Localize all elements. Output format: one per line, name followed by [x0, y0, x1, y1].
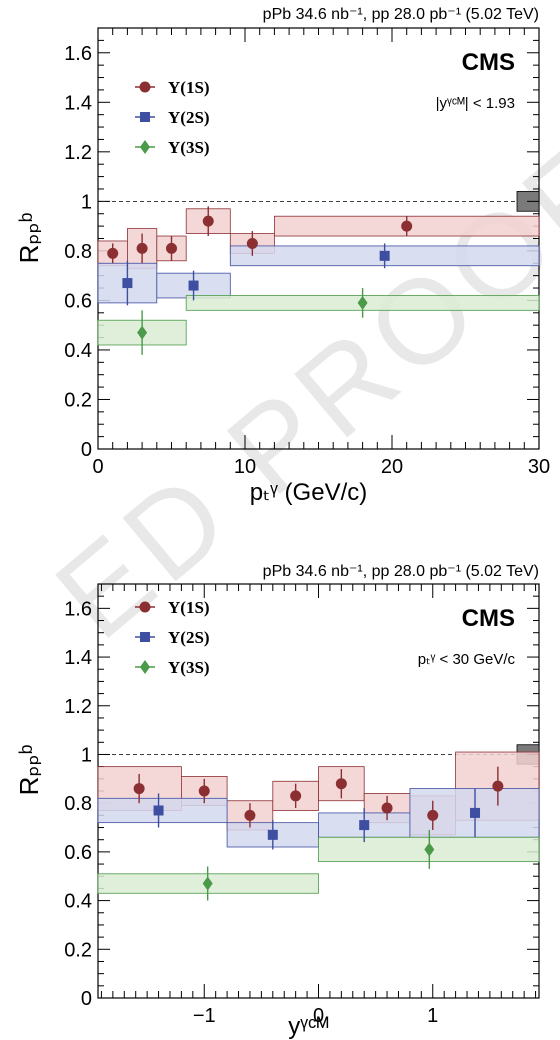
- data-point: [359, 820, 370, 831]
- y-tick-label: 0.4: [64, 891, 92, 913]
- chart-panel-1: pPb 34.6 nb⁻¹, pp 28.0 pb⁻¹ (5.02 TeV)00…: [14, 6, 550, 506]
- data-point: [335, 778, 347, 790]
- legend-label: Υ(3S): [168, 138, 210, 157]
- legend-label: Υ(2S): [168, 628, 210, 647]
- y-tick-label: 0.4: [64, 340, 92, 362]
- data-point: [198, 785, 210, 797]
- y-tick-label: 1.6: [64, 598, 92, 620]
- legend-marker: [140, 632, 150, 642]
- legend-marker: [139, 81, 151, 93]
- y-tick-label: 1.6: [64, 43, 92, 65]
- selection-label: pₜᵞ < 30 GeV/c: [418, 651, 516, 668]
- y-tick-label: 1.4: [64, 92, 92, 114]
- chart-panel-2: pPb 34.6 nb⁻¹, pp 28.0 pb⁻¹ (5.02 TeV) 0 0…: [14, 563, 540, 1040]
- x-tick-label: 0: [92, 456, 103, 478]
- y-tick-label: 0: [81, 439, 92, 461]
- data-point: [133, 783, 145, 795]
- legend-marker: [139, 601, 151, 613]
- y-tick-label: 1.2: [64, 142, 92, 164]
- x-tick-label: −1: [193, 1005, 216, 1027]
- y-axis-label: Rₚₚᵇ: [14, 744, 44, 795]
- x-axis-label: pₜᵞ (GeV/c): [250, 479, 367, 506]
- y-tick-label: 1.4: [64, 647, 92, 669]
- x-tick-label: 0: [313, 1005, 324, 1027]
- data-point: [166, 242, 177, 254]
- y-tick-label: 1.2: [64, 696, 92, 718]
- y-axis-label: Rₚₚᵇ: [14, 212, 44, 263]
- data-point: [246, 237, 258, 249]
- y-tick-label: 0.8: [64, 793, 92, 815]
- x-tick-label: 1: [427, 1005, 438, 1027]
- legend-marker: [140, 112, 150, 122]
- data-point: [357, 295, 368, 310]
- data-point: [379, 250, 390, 261]
- data-point: [244, 809, 256, 821]
- data-point: [492, 780, 504, 792]
- y-tick-label: 1: [81, 744, 92, 766]
- data-point: [137, 325, 148, 340]
- x-tick-label: 10: [234, 456, 256, 478]
- data-point: [470, 807, 481, 818]
- legend-label: Υ(2S): [168, 108, 210, 127]
- legend-label: Υ(3S): [168, 658, 210, 677]
- data-point: [267, 829, 278, 840]
- legend-label: Υ(1S): [168, 598, 210, 617]
- experiment-label: CMS: [462, 605, 515, 632]
- y-tick-label: 0: [81, 988, 92, 1010]
- data-point: [202, 876, 213, 891]
- data-point: [136, 242, 148, 254]
- y-tick-label: 0.6: [64, 290, 92, 312]
- y-tick-label: 0.2: [64, 389, 92, 411]
- legend-marker: [140, 140, 150, 154]
- chart-header: pPb 34.6 nb⁻¹, pp 28.0 pb⁻¹ (5.02 TeV): [263, 6, 539, 23]
- legend-label: Υ(1S): [168, 78, 210, 97]
- y-tick-label: 0.6: [64, 842, 92, 864]
- x-tick-label: 30: [528, 456, 550, 478]
- data-point: [188, 280, 199, 291]
- y-tick-label: 0.2: [64, 939, 92, 961]
- data-point: [153, 805, 164, 816]
- x-axis-label: yᵞᶜᴹ: [288, 1013, 328, 1040]
- data-point: [401, 220, 413, 232]
- data-point: [427, 809, 439, 821]
- selection-label: |yᵞᶜᴹ| < 1.93: [436, 95, 515, 112]
- data-point: [290, 790, 302, 802]
- data-point: [424, 842, 435, 857]
- data-point: [381, 802, 393, 814]
- chart-header: pPb 34.6 nb⁻¹, pp 28.0 pb⁻¹ (5.02 TeV): [263, 563, 539, 580]
- data-point: [107, 247, 119, 259]
- data-point: [122, 278, 133, 289]
- experiment-label: CMS: [462, 49, 515, 76]
- y-tick-label: 0.8: [64, 241, 92, 263]
- x-tick-label: 20: [381, 456, 403, 478]
- legend-marker: [140, 660, 150, 674]
- y-tick-label: 1: [81, 191, 92, 213]
- data-point: [202, 215, 214, 227]
